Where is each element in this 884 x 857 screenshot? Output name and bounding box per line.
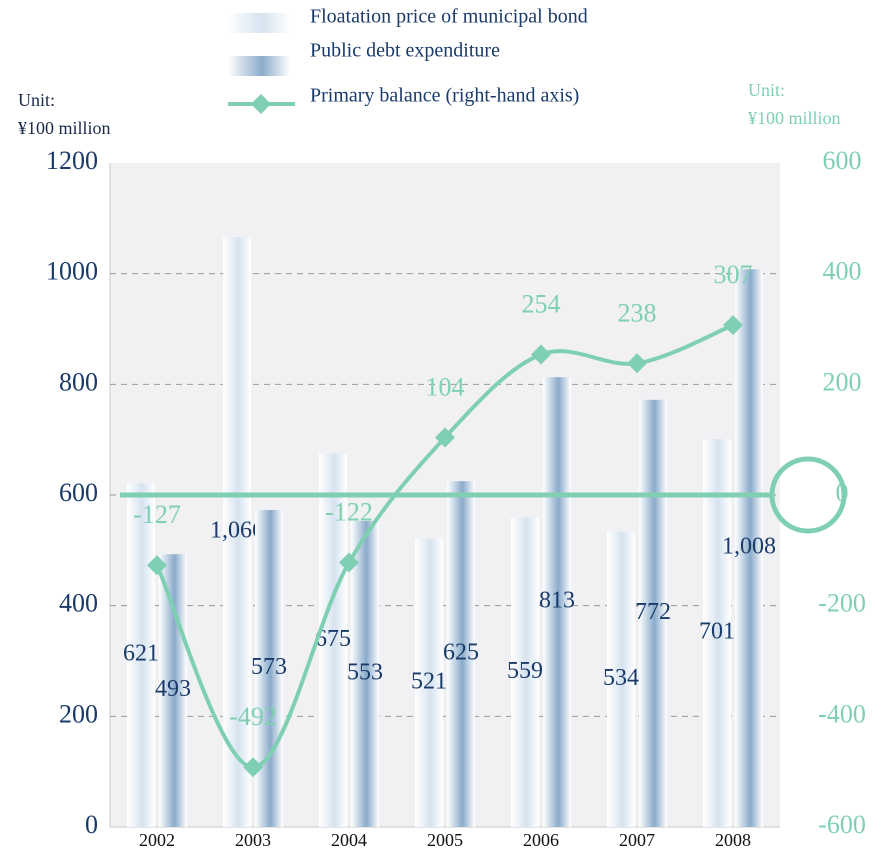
- line-value-label: -127: [133, 500, 181, 529]
- bar: [447, 481, 475, 827]
- y2-unit: ¥100 million: [748, 108, 841, 128]
- y2-unit: Unit:: [748, 80, 785, 100]
- bar: [415, 538, 443, 827]
- bar: [159, 554, 187, 827]
- legend-swatch: [228, 13, 290, 33]
- line-marker: [243, 757, 263, 778]
- bar: [127, 483, 155, 827]
- bar: [735, 269, 763, 827]
- y2-tick-label: 600: [823, 146, 862, 175]
- legend-marker: [251, 94, 271, 114]
- zero-highlight: [769, 456, 847, 534]
- y-tick-label: 800: [59, 367, 98, 396]
- legend-label: Public debt expenditure: [310, 40, 500, 62]
- y-tick-label: 600: [59, 478, 98, 507]
- bar-value-label: 813: [539, 588, 575, 614]
- bar: [639, 399, 667, 827]
- x-tick-label: 2004: [331, 830, 367, 850]
- y2-tick-label: 400: [823, 257, 862, 286]
- legend-label: Primary balance (right-hand axis): [310, 85, 579, 107]
- line-value-label: 254: [522, 289, 561, 318]
- bar-value-label: 493: [155, 676, 191, 702]
- line-value-label: -492: [229, 702, 277, 731]
- bar-value-label: 553: [347, 660, 383, 686]
- y2-tick-label: -600: [818, 810, 866, 839]
- line-marker: [531, 344, 551, 365]
- x-tick-label: 2005: [427, 830, 463, 850]
- line-value-label: 104: [426, 372, 465, 401]
- legend-swatch: [228, 56, 290, 76]
- line-marker: [147, 555, 167, 576]
- bar-value-label: 573: [251, 654, 287, 680]
- bar: [255, 509, 283, 827]
- bar: [703, 439, 731, 827]
- line-marker: [723, 315, 743, 336]
- y2-tick-label: -200: [818, 589, 866, 618]
- line-value-label: -122: [325, 497, 373, 526]
- y-unit: Unit:: [18, 90, 55, 110]
- y2-tick-label: 200: [823, 367, 862, 396]
- y-tick-label: 0: [85, 810, 98, 839]
- bar: [543, 377, 571, 827]
- bar-value-label: 621: [123, 641, 159, 667]
- bar-value-label: 772: [635, 599, 671, 625]
- bar: [511, 517, 539, 827]
- bar: [351, 521, 379, 827]
- line-marker: [339, 552, 359, 573]
- bar-value-label: 521: [411, 668, 447, 694]
- bar-value-label: 625: [443, 640, 479, 666]
- bar-value-label: 559: [507, 658, 543, 684]
- y-tick-label: 1200: [46, 146, 98, 175]
- y-tick-label: 400: [59, 589, 98, 618]
- bar: [223, 237, 251, 827]
- bar-value-label: 1,008: [722, 534, 776, 560]
- bar: [607, 531, 635, 827]
- x-tick-label: 2007: [619, 830, 655, 850]
- y-unit: ¥100 million: [18, 118, 111, 138]
- y-tick-label: 200: [59, 699, 98, 728]
- x-tick-label: 2002: [139, 830, 175, 850]
- line-value-label: 307: [714, 260, 753, 289]
- line: [155, 323, 734, 770]
- x-tick-label: 2003: [235, 830, 271, 850]
- line-marker: [435, 427, 455, 448]
- bar-value-label: 701: [699, 619, 735, 645]
- line-value-label: 238: [618, 298, 657, 327]
- line-marker: [627, 353, 647, 374]
- legend-label: Floatation price of municipal bond: [310, 6, 588, 28]
- y-tick-label: 1000: [46, 257, 98, 286]
- y2-tick-label: -400: [818, 699, 866, 728]
- bar: [319, 453, 347, 827]
- x-tick-label: 2006: [523, 830, 559, 850]
- x-tick-label: 2008: [715, 830, 751, 850]
- bar-value-label: 534: [603, 665, 639, 691]
